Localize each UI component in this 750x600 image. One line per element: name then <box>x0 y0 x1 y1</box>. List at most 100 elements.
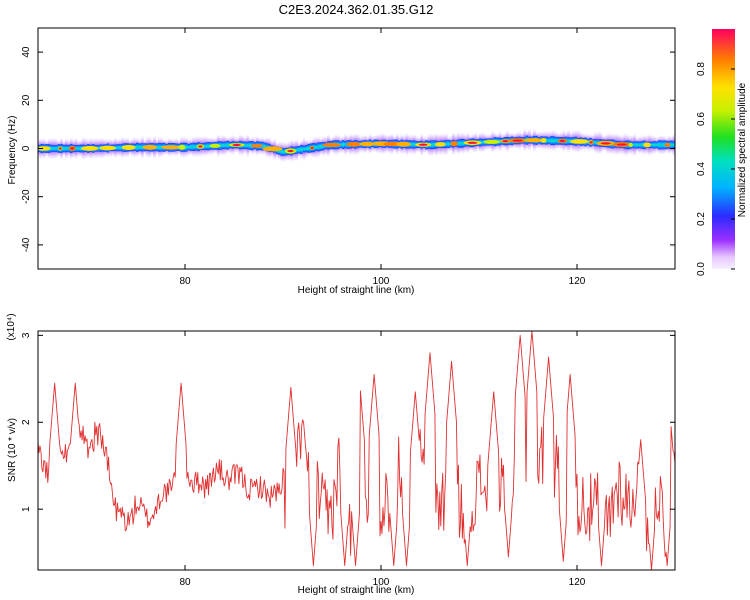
spectrogram-hotspot <box>524 138 544 143</box>
spectrogram-band-core <box>652 141 656 149</box>
spectrogram-band-core <box>295 146 299 154</box>
spectrogram-band-core <box>314 143 318 152</box>
spectrogram-band-core <box>243 141 247 150</box>
spectrogram-band-core <box>302 145 306 153</box>
spectrogram-y-label: Frequency (Hz) <box>7 116 18 185</box>
spectrogram-hotspot <box>160 145 181 150</box>
spectrogram-band-core <box>650 141 654 149</box>
spectrogram-band-core <box>672 141 675 149</box>
spectrogram-band-core <box>224 141 228 150</box>
spectrogram-hotspot <box>569 139 589 144</box>
y-tick-label: 40 <box>21 46 32 58</box>
spectrogram-band-core <box>138 143 142 152</box>
snr-x-axis: 80 100 120 <box>179 331 586 588</box>
spectrogram-hotspot <box>434 142 446 147</box>
spectrogram-hotspot <box>396 141 412 147</box>
spectrogram-band-core <box>461 139 465 148</box>
spectrogram-band-core <box>481 139 485 146</box>
spectrogram-band-core <box>158 142 161 152</box>
spectrogram-band-core <box>50 144 54 153</box>
spectrogram-band-core <box>136 142 139 152</box>
y-tick-label: 1 <box>21 506 32 512</box>
spectrogram-y-axis: -40 -20 0 20 40 <box>21 46 675 252</box>
colorbar-tick-label: 0.4 <box>696 162 707 176</box>
spectrogram-band-core <box>547 137 551 144</box>
spectrogram-x-label: Height of straight line (km) <box>298 285 415 296</box>
spectrogram-peak <box>616 143 627 146</box>
spectrogram-hotspot <box>643 142 651 148</box>
spectrogram-band-core <box>341 140 345 150</box>
spectrogram-hotspot <box>483 139 500 144</box>
spectrogram-band-core <box>339 141 343 148</box>
colorbar-tick-label: 0.0 <box>696 262 707 276</box>
spectrogram-band-core <box>226 140 230 150</box>
spectrogram-band-core <box>52 145 56 152</box>
spectrogram-hotspot <box>628 142 633 148</box>
spectrogram-peak <box>467 141 478 144</box>
spectrogram-band-core <box>219 141 223 150</box>
spectrogram-hotspot <box>209 143 221 148</box>
spectrogram-band-core <box>412 140 416 149</box>
spectrogram-band-core <box>189 143 193 151</box>
colorbar-label: Normalized spectral amplitude <box>737 82 748 217</box>
y-tick-label: 3 <box>21 332 32 338</box>
snr-series-line <box>38 331 675 570</box>
spectrogram-band-core <box>594 139 597 147</box>
spectrogram-band-core <box>447 139 450 149</box>
spectrogram-hotspot <box>450 141 458 147</box>
spectrogram-band-core <box>64 144 68 153</box>
spectrogram-hotspot <box>121 144 136 150</box>
spectrogram-band-core <box>554 136 558 145</box>
spectrogram-band-core <box>74 145 78 152</box>
y-tick-label: -20 <box>21 189 32 204</box>
spectrogram-band-core <box>263 142 267 151</box>
colorbar-tick-label: 0.2 <box>696 212 707 226</box>
spectrogram-band-core <box>248 141 252 150</box>
spectrogram-band-core <box>278 147 281 155</box>
spectrogram-band-core <box>187 143 191 151</box>
colorbar-ticks: 0.0 0.2 0.4 0.6 0.8 <box>696 62 735 276</box>
spectrogram-hotspot <box>142 144 158 150</box>
spectrogram-band-core <box>660 140 664 150</box>
snr-x-label: Height of straight line (km) <box>298 585 415 596</box>
spectrogram-band-core <box>430 140 433 150</box>
spectrogram-band-core <box>207 142 210 151</box>
spectrogram-band-core <box>55 145 58 152</box>
spectrogram-hotspot <box>664 142 671 147</box>
spectrogram-band-core <box>444 140 448 148</box>
spectrogram-band-core <box>344 141 348 149</box>
spectrogram-peak <box>310 146 314 149</box>
spectrogram-band-core <box>432 140 436 150</box>
spectrogram-band-core <box>62 144 66 153</box>
spectrogram-band-core <box>459 138 463 148</box>
spectrogram-hotspot <box>99 145 116 151</box>
x-tick-label: 80 <box>179 276 191 287</box>
spectrogram-hotspot <box>38 146 51 151</box>
colorbar-tick-label: 0.6 <box>696 112 707 126</box>
x-tick-label: 100 <box>373 577 390 588</box>
spectrogram-peak <box>589 141 593 144</box>
spectrogram-peak <box>559 139 566 143</box>
spectrogram-band-core <box>283 148 286 156</box>
spectrogram-band-core <box>655 141 659 149</box>
spectrogram-band <box>38 128 675 163</box>
spectrogram-band-core <box>280 147 284 156</box>
snr-y-axis: 1 2 3 <box>21 332 675 512</box>
x-tick-label: 120 <box>569 577 586 588</box>
colorbar-gradient <box>712 29 735 269</box>
spectrogram-band-core <box>140 143 144 152</box>
spectrogram-band-core <box>552 136 556 146</box>
spectrogram-band-core <box>662 140 666 150</box>
spectrogram-peak <box>198 145 203 148</box>
spectrogram-band-core <box>635 141 639 149</box>
spectrogram-x-axis: 80 100 120 <box>179 28 586 287</box>
spectrogram-band-core <box>118 144 122 152</box>
spectrogram-band-core <box>221 141 225 150</box>
y-tick-label: -40 <box>21 237 32 252</box>
y-tick-label: 0 <box>21 145 32 151</box>
spectrogram-hotspot <box>178 144 186 150</box>
spectrogram-peak <box>70 147 75 150</box>
spectrogram-panel: 80 100 120 -40 -20 0 20 40 Height of straight … <box>7 27 676 296</box>
x-tick-label: 120 <box>569 276 586 287</box>
spectrogram-band-core <box>116 144 120 152</box>
